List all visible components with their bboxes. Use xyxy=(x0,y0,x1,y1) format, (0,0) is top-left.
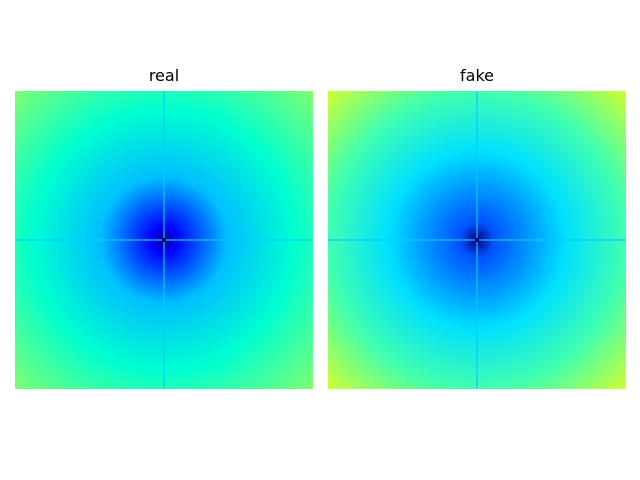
center-dot-real xyxy=(162,238,166,242)
panel-title-real: real xyxy=(148,66,180,85)
spectrum-image-fake xyxy=(328,91,626,389)
spectrum-image-real xyxy=(15,91,313,389)
panel-title-fake: fake xyxy=(460,66,494,85)
center-dot-fake xyxy=(475,238,479,242)
